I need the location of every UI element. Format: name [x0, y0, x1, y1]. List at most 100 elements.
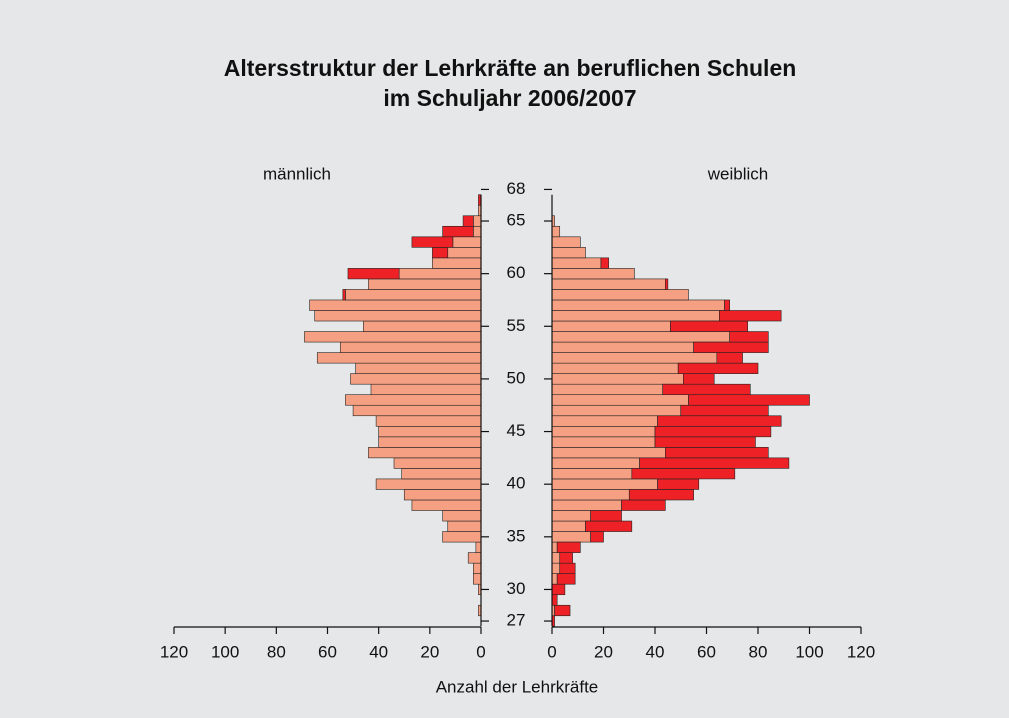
bar-segment — [559, 552, 573, 564]
x-tick-label: 40 — [646, 642, 665, 661]
bar-segment — [551, 594, 558, 606]
bar-segment — [654, 425, 772, 438]
bar-segment — [551, 373, 684, 385]
bar-segment — [551, 468, 633, 480]
x-tick-label: 120 — [160, 642, 188, 661]
bar-segment — [403, 489, 482, 501]
bar-segment — [551, 415, 658, 427]
bar-segment — [375, 415, 482, 427]
bar-segment — [551, 310, 720, 322]
bar-segment — [551, 562, 561, 574]
bar-segment — [401, 468, 482, 480]
bar-segment — [347, 268, 400, 280]
bar-segment — [719, 310, 782, 322]
bar-segment — [585, 520, 633, 532]
x-tick-label: 100 — [211, 642, 239, 661]
bar-segment — [473, 573, 482, 585]
bar-segment — [680, 404, 769, 417]
bar-segment — [551, 289, 689, 301]
bar-segment — [556, 573, 576, 585]
bar-segment — [398, 268, 482, 280]
chart-title: im Schuljahr 2006/2007 — [383, 85, 636, 111]
bar-segment — [551, 552, 561, 564]
bar-segment — [551, 320, 671, 332]
bar-segment — [551, 257, 602, 269]
bar-segment — [378, 436, 482, 448]
x-tick-label: 60 — [697, 642, 716, 661]
bar-segment — [467, 552, 482, 564]
left-label: männlich — [263, 164, 331, 183]
bar-segment — [551, 225, 561, 238]
bar-segment — [370, 383, 482, 396]
bar-segment — [551, 541, 558, 553]
bar-segment — [462, 215, 474, 227]
right-label: weiblich — [707, 164, 768, 183]
bar-segment — [551, 299, 725, 311]
bar-segment — [411, 236, 454, 248]
bar-segment — [551, 573, 558, 585]
x-tick-label: 20 — [594, 642, 613, 661]
bar-segment — [551, 236, 581, 248]
x-tick-label: 40 — [369, 642, 388, 661]
bar-segment — [475, 541, 482, 553]
bar-segment — [551, 478, 658, 490]
bar-segment — [316, 352, 482, 364]
bar-segment — [657, 415, 782, 427]
x-tick-label: 80 — [749, 642, 768, 661]
y-tick-label: 55 — [507, 316, 526, 335]
y-tick-label: 40 — [507, 474, 526, 493]
bar-segment — [551, 425, 656, 438]
bar-segment — [342, 289, 346, 301]
bar-segment — [473, 562, 482, 574]
bar-segment — [442, 510, 482, 522]
bar-segment — [631, 468, 736, 480]
y-tick-label: 65 — [507, 211, 526, 230]
bar-segment — [621, 499, 666, 511]
bar-segment — [551, 583, 566, 596]
bar-segment — [551, 520, 586, 532]
bar-segment — [559, 562, 576, 574]
bar-segment — [350, 373, 482, 385]
y-tick-label: 60 — [507, 263, 526, 282]
bar-segment — [432, 257, 482, 269]
x-tick-label: 20 — [420, 642, 439, 661]
bar-segment — [657, 478, 700, 490]
y-tick-label: 68 — [507, 179, 526, 198]
bar-segment — [368, 447, 482, 459]
bar-segment — [556, 541, 581, 553]
bar-segment — [314, 310, 482, 322]
x-tick-label: 100 — [795, 642, 823, 661]
y-tick-label: 30 — [507, 579, 526, 598]
bar-segment — [551, 247, 586, 259]
chart-title: Altersstruktur der Lehrkräfte an berufli… — [224, 55, 797, 81]
bar-segment — [432, 247, 449, 259]
bar-segment — [551, 268, 635, 280]
bar-segment — [551, 341, 694, 353]
bar-segment — [664, 447, 769, 459]
bar-segment — [551, 383, 664, 396]
bar-segment — [590, 510, 622, 522]
bar-segment — [352, 404, 482, 417]
y-tick-label: 50 — [507, 368, 526, 387]
bar-segment — [729, 331, 769, 343]
bar-segment — [724, 299, 730, 311]
bar-segment — [554, 604, 571, 617]
y-tick-label: 35 — [507, 526, 526, 545]
bar-segment — [363, 320, 482, 332]
bar-segment — [664, 278, 669, 290]
bar-segment — [670, 320, 749, 332]
bar-segment — [345, 394, 482, 406]
bar-segment — [654, 436, 756, 448]
bar-segment — [411, 499, 482, 511]
bar-segment — [551, 331, 730, 343]
bar-segment — [600, 257, 609, 269]
bar-segment — [551, 394, 689, 406]
x-tick-label: 80 — [267, 642, 286, 661]
x-tick-label: 0 — [476, 642, 485, 661]
bar-segment — [677, 362, 759, 374]
bar-segment — [355, 362, 482, 374]
bar-segment — [639, 457, 790, 469]
x-tick-label: 60 — [318, 642, 337, 661]
bar-segment — [473, 215, 482, 227]
